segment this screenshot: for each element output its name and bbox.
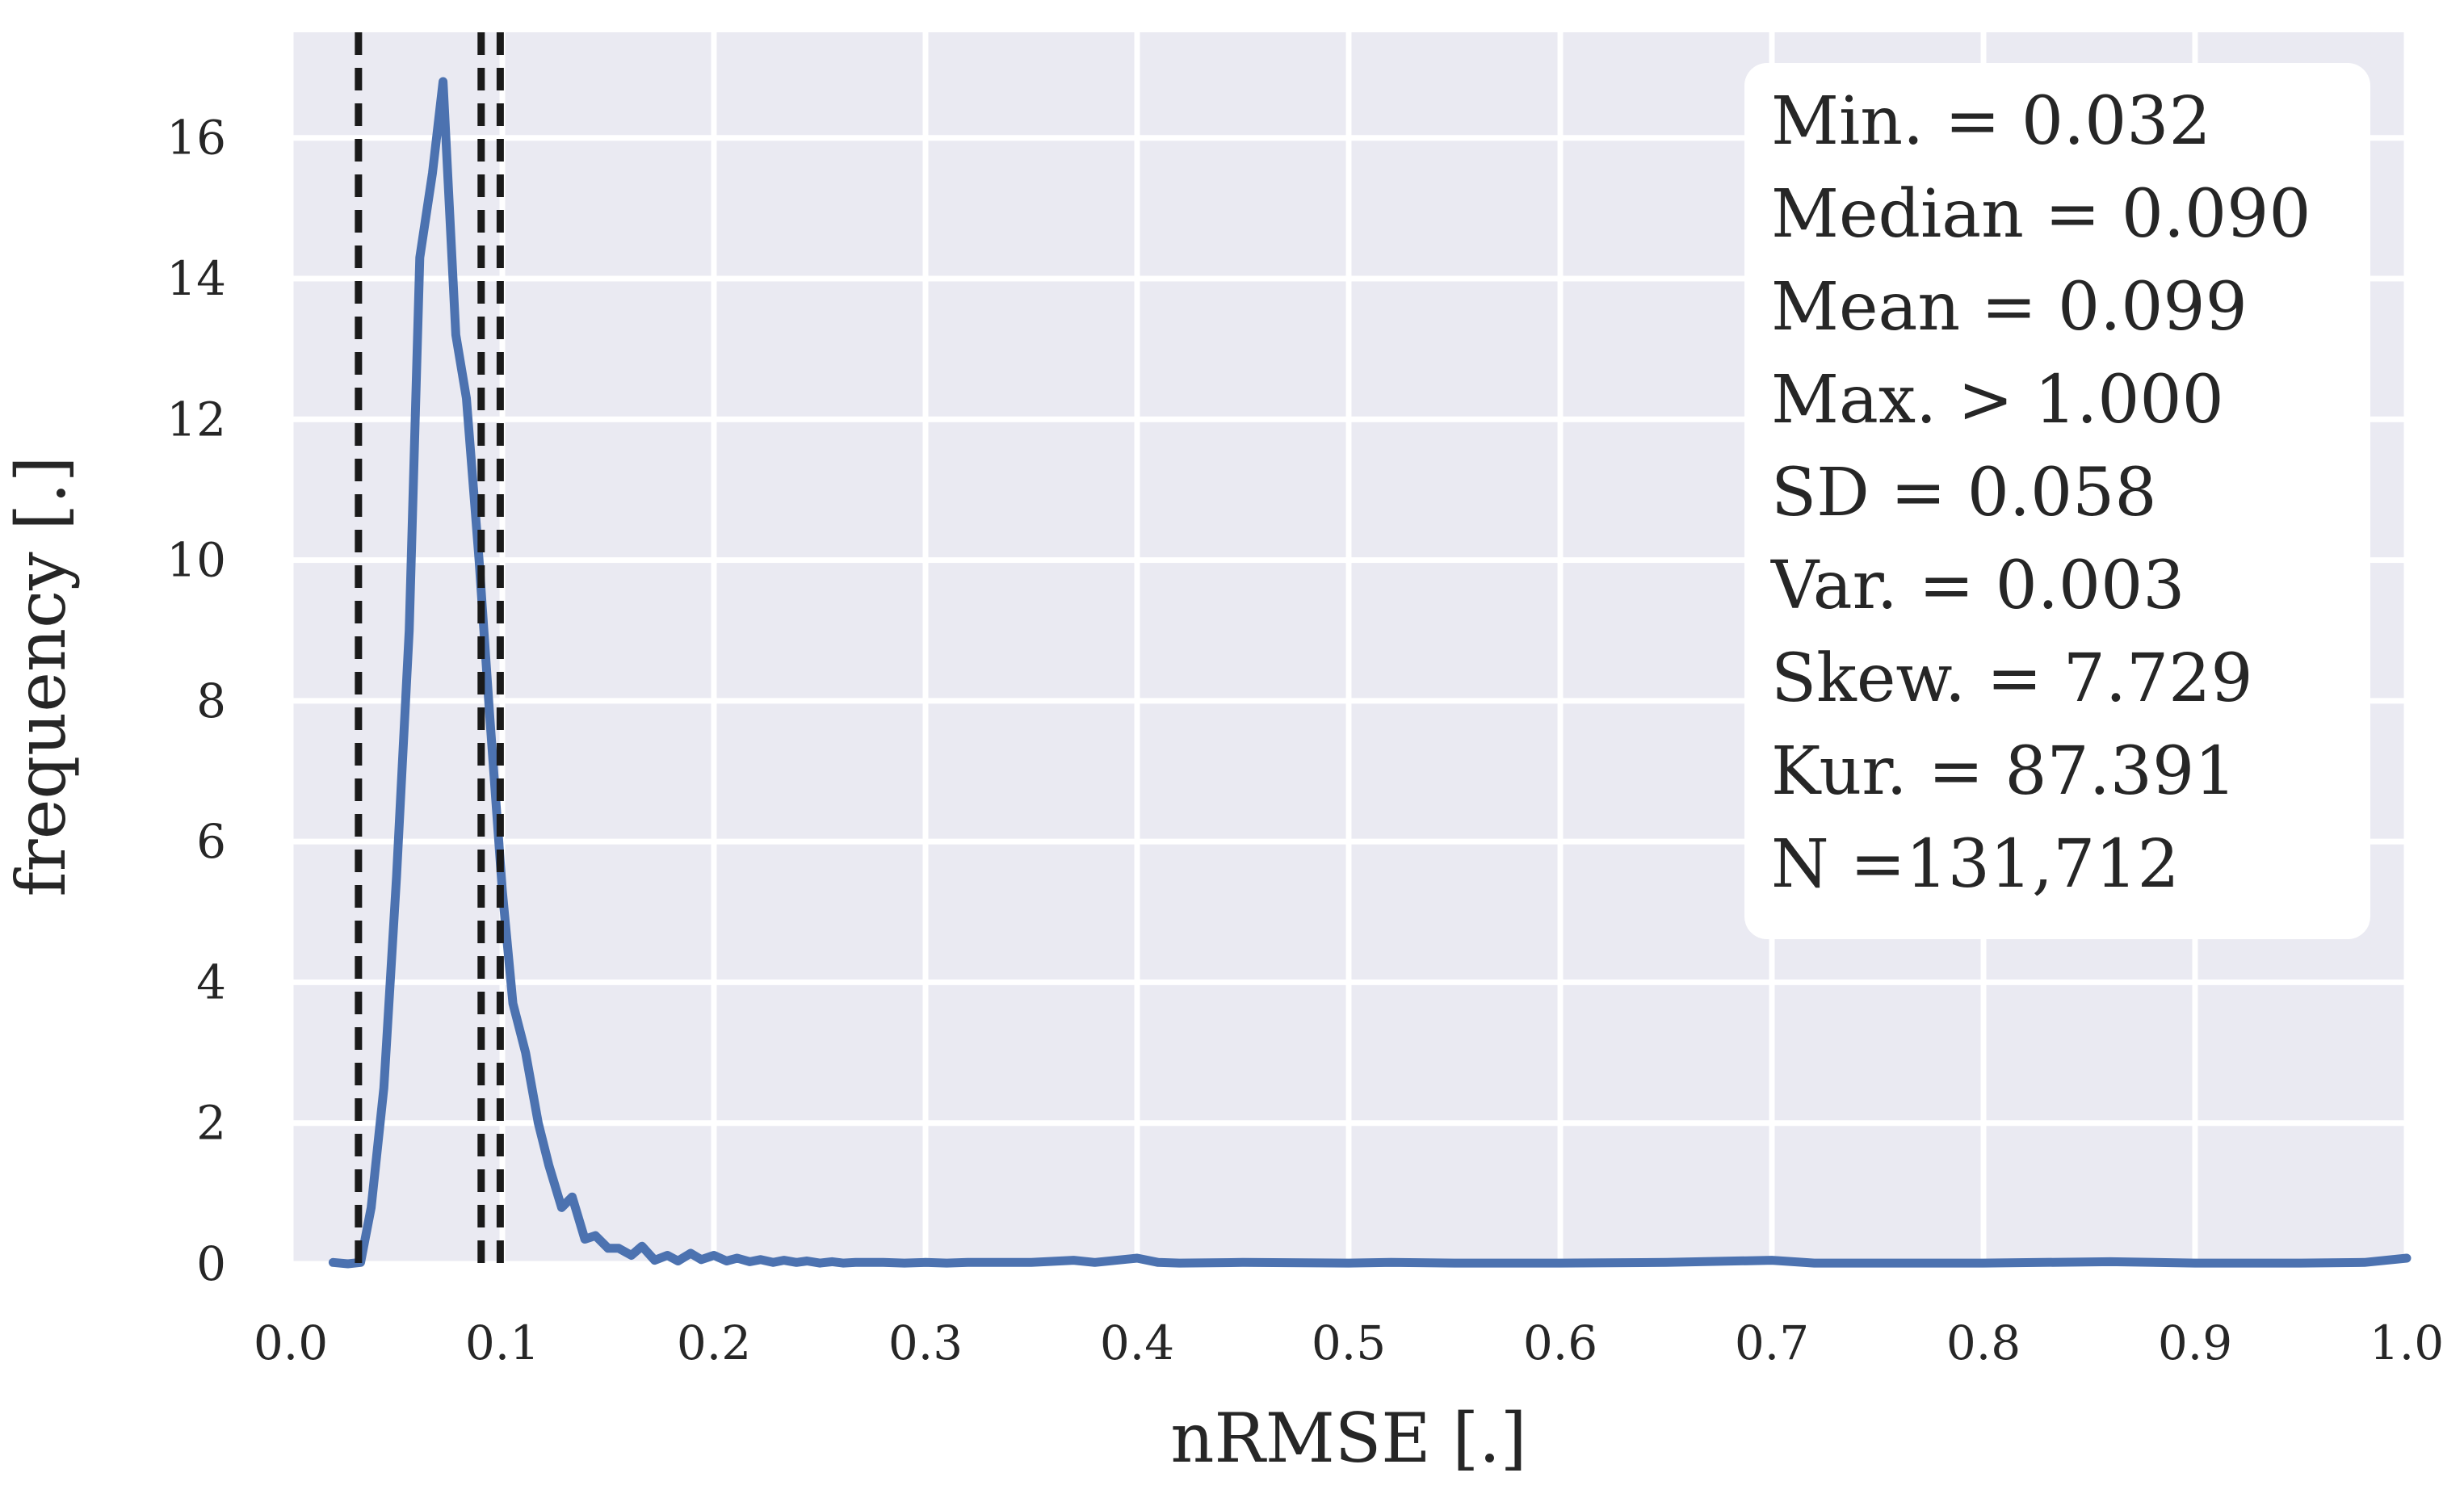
x-tick-label: 0.5 (1312, 1315, 1386, 1370)
stat-line: Kur. = 87.391 (1771, 733, 2236, 810)
stat-line: Var. = 0.003 (1770, 548, 2185, 624)
stat-line: Max. > 1.000 (1771, 362, 2224, 438)
stat-line: Median = 0.090 (1771, 176, 2311, 253)
tick-labels: 0.0 0.1 0.2 0.3 0.4 0.5 0.6 0.7 0.8 0.9 1.0 0 2 4 6 8 10… (166, 111, 2444, 1370)
stat-line: Skew. = 7.729 (1771, 640, 2253, 717)
stat-line: SD = 0.058 (1771, 455, 2157, 531)
x-tick-label: 1.0 (2370, 1315, 2444, 1370)
x-tick-label: 0.4 (1100, 1315, 1174, 1370)
series-line (328, 77, 2412, 1269)
statistics-box-background (1744, 63, 2370, 939)
stat-line: Mean = 0.099 (1771, 269, 2248, 346)
y-tick-label: 16 (166, 111, 226, 166)
stat-line: Min. = 0.032 (1771, 83, 2211, 160)
y-tick-label: 4 (196, 955, 226, 1009)
stat-line: N =131,712 (1771, 826, 2180, 903)
y-tick-label: 2 (196, 1096, 226, 1151)
statistics-box: Min. = 0.032 Median = 0.090 Mean = 0.099 Ma… (1744, 63, 2370, 939)
x-tick-label: 0.6 (1523, 1315, 1597, 1370)
reference-lines (355, 32, 504, 1264)
x-tick-label: 0.3 (888, 1315, 963, 1370)
y-axis-label: frequency [.] (2, 455, 81, 896)
x-axis-label: nRMSE [.] (1170, 1399, 1526, 1478)
x-tick-label: 0.2 (677, 1315, 751, 1370)
series-layer (328, 77, 2412, 1269)
y-tick-label: 6 (196, 814, 226, 869)
x-tick-label: 0.7 (1735, 1315, 1809, 1370)
statistics-lines: Min. = 0.032 Median = 0.090 Mean = 0.099 Ma… (1770, 83, 2311, 903)
x-tick-label: 0.0 (254, 1315, 328, 1370)
y-tick-label: 12 (166, 392, 226, 447)
y-tick-label: 14 (166, 251, 226, 306)
x-tick-label: 0.8 (1946, 1315, 2021, 1370)
x-tick-label: 0.1 (465, 1315, 539, 1370)
y-tick-label: 10 (166, 533, 226, 588)
y-tick-label: 0 (196, 1236, 226, 1291)
x-tick-label: 0.9 (2158, 1315, 2232, 1370)
y-tick-label: 8 (196, 673, 226, 728)
